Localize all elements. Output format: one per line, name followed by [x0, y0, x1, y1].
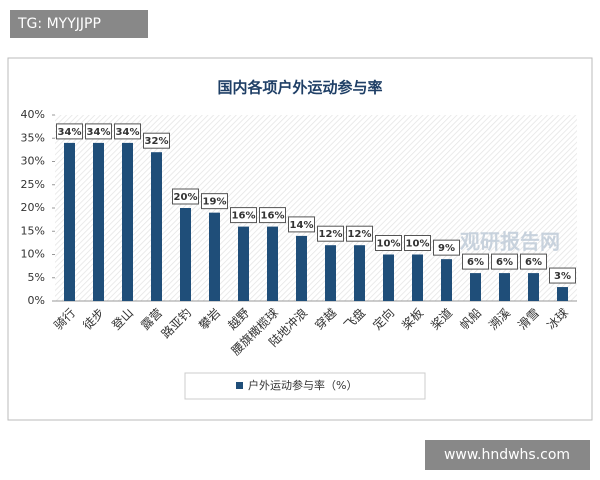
y-tick-label: 10% — [21, 248, 45, 261]
value-label: 16% — [232, 211, 256, 222]
y-tick-label: 25% — [21, 178, 45, 191]
bar — [383, 254, 394, 301]
value-label-box — [114, 123, 141, 140]
bar — [528, 273, 539, 301]
value-label: 34% — [116, 127, 140, 138]
bar — [209, 212, 220, 301]
bar — [470, 273, 481, 301]
overlay-top-box — [10, 10, 148, 38]
y-tick-label: 30% — [21, 155, 45, 168]
value-label-box — [462, 253, 489, 270]
value-label: 6% — [467, 257, 484, 268]
legend — [184, 372, 426, 400]
value-label: 12% — [319, 229, 343, 240]
y-tick-label: 40% — [21, 108, 45, 121]
bar — [325, 245, 336, 301]
value-label-box — [520, 253, 547, 270]
value-label-box — [172, 188, 199, 205]
bar — [354, 245, 365, 301]
value-label-box — [201, 193, 228, 210]
bar — [64, 142, 75, 301]
value-label-box — [549, 267, 576, 284]
bar — [441, 259, 452, 301]
value-label-box — [317, 225, 344, 242]
value-label: 14% — [290, 220, 314, 231]
value-label: 12% — [348, 229, 372, 240]
legend-label: 户外运动参与率（%） — [248, 378, 357, 392]
overlay-bottom: www.hndwhs.com — [444, 447, 570, 463]
value-label-box — [56, 123, 83, 140]
value-label-box — [404, 235, 431, 251]
value-label: 10% — [377, 239, 401, 250]
value-label-box — [433, 239, 460, 256]
value-label: 20% — [174, 192, 198, 203]
overlay-bottom-box — [425, 440, 590, 470]
value-label-box — [346, 225, 373, 242]
value-label: 6% — [525, 257, 542, 268]
value-label: 34% — [87, 127, 111, 138]
value-label: 6% — [496, 257, 513, 268]
value-label: 16% — [261, 211, 285, 222]
legend-swatch — [236, 382, 243, 389]
y-tick-label: 20% — [21, 201, 45, 214]
bar — [412, 254, 423, 301]
bar — [267, 226, 278, 301]
bar — [93, 142, 104, 301]
value-label-box — [143, 132, 170, 149]
overlay-top: TG: MYYJJPP — [17, 16, 101, 32]
y-tick-label: 15% — [21, 224, 45, 237]
bar — [557, 287, 568, 301]
y-tick-label: 0% — [28, 294, 45, 307]
bar — [122, 142, 133, 301]
value-label-box — [491, 253, 518, 270]
value-label: 19% — [203, 197, 227, 208]
bar — [180, 208, 191, 301]
value-label: 9% — [438, 243, 455, 254]
bar — [499, 273, 510, 301]
bar — [238, 226, 249, 301]
value-label-box — [85, 123, 112, 140]
bar — [151, 152, 162, 301]
plot-area — [55, 115, 577, 301]
y-tick-label: 5% — [28, 271, 45, 284]
value-label-box — [259, 207, 286, 224]
value-label-box — [375, 235, 402, 251]
bar — [296, 235, 307, 301]
value-label-box — [230, 207, 257, 224]
chart-title: 国内各项户外运动参与率 — [217, 79, 382, 97]
value-label-box — [288, 216, 315, 233]
value-label: 10% — [406, 239, 430, 250]
y-tick-label: 35% — [21, 131, 45, 144]
watermark: 观研报告网 — [460, 230, 560, 254]
value-label: 32% — [145, 136, 169, 147]
value-label: 3% — [554, 271, 571, 282]
value-label: 34% — [58, 127, 82, 138]
